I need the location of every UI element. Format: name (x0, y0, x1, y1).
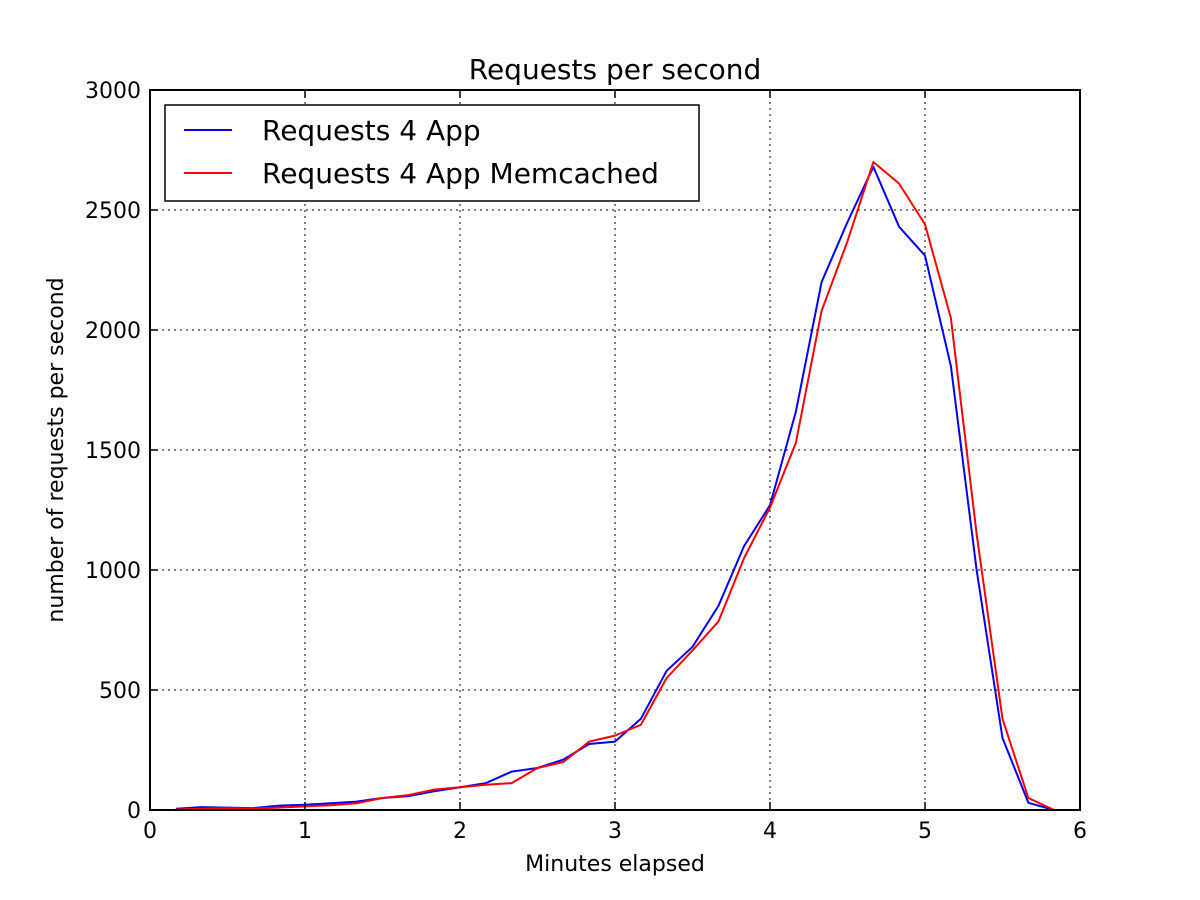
x-tick-label: 5 (918, 819, 932, 844)
y-tick-label: 2000 (85, 319, 141, 344)
x-tick-label: 1 (298, 819, 312, 844)
x-tick-label: 3 (608, 819, 622, 844)
series-line-requests-4-app-memcached (175, 161, 1080, 811)
y-tick-label: 0 (127, 799, 141, 824)
y-tick-labels: 0 500 1000 1500 2000 2500 3000 (85, 79, 141, 824)
grid (150, 90, 1080, 810)
x-tick-label: 6 (1073, 819, 1087, 844)
y-axis-title: number of requests per second (44, 277, 69, 622)
legend-box (164, 104, 700, 202)
y-tick-label: 1000 (85, 559, 141, 584)
x-tick-label: 0 (143, 819, 157, 844)
y-tick-label: 2500 (85, 199, 141, 224)
x-axis-title: Minutes elapsed (525, 852, 705, 877)
legend-label-requests-4-app-memcached: Requests 4 App Memcached (262, 157, 659, 190)
chart-title: Requests per second (469, 53, 762, 86)
series-lines (175, 161, 1080, 811)
legend: Requests 4 App Requests 4 App Memcached (164, 104, 700, 202)
x-tick-label: 2 (453, 819, 467, 844)
x-tick-labels: 0 1 2 3 4 5 6 (143, 819, 1087, 844)
legend-label-requests-4-app: Requests 4 App (262, 114, 481, 147)
x-tick-label: 4 (763, 819, 777, 844)
ticks (149, 89, 1081, 811)
y-tick-label: 500 (99, 679, 141, 704)
y-tick-label: 3000 (85, 79, 141, 104)
y-tick-label: 1500 (85, 439, 141, 464)
